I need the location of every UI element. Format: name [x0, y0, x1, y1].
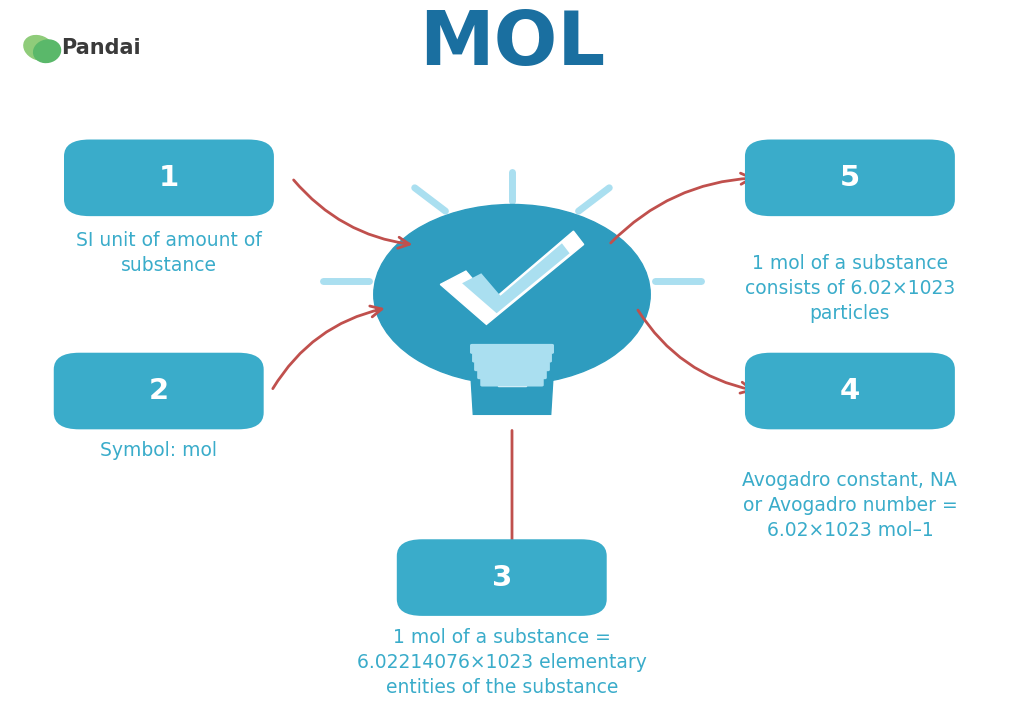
Text: 1 mol of a substance =
6.02214076×1023 elementary
entities of the substance: 1 mol of a substance = 6.02214076×1023 e…	[356, 627, 647, 696]
Text: 2: 2	[148, 377, 169, 405]
Ellipse shape	[24, 36, 54, 61]
Text: 1: 1	[159, 164, 179, 191]
Text: 4: 4	[840, 377, 860, 405]
Text: Avogadro constant, NA
or Avogadro number =
6.02×1023 mol–1: Avogadro constant, NA or Avogadro number…	[742, 471, 957, 540]
FancyBboxPatch shape	[744, 353, 954, 429]
Polygon shape	[498, 377, 526, 386]
FancyBboxPatch shape	[472, 353, 552, 363]
FancyBboxPatch shape	[53, 353, 264, 429]
Text: SI unit of amount of
substance: SI unit of amount of substance	[76, 231, 262, 275]
FancyBboxPatch shape	[396, 539, 606, 616]
Ellipse shape	[34, 40, 60, 63]
FancyBboxPatch shape	[63, 139, 274, 216]
Text: 3: 3	[492, 564, 512, 591]
FancyBboxPatch shape	[744, 139, 954, 216]
FancyBboxPatch shape	[480, 377, 544, 386]
Circle shape	[374, 204, 650, 384]
FancyBboxPatch shape	[474, 361, 550, 371]
FancyBboxPatch shape	[477, 369, 547, 379]
Polygon shape	[382, 325, 642, 415]
Polygon shape	[440, 231, 584, 325]
Text: Pandai: Pandai	[61, 38, 141, 58]
Text: MOL: MOL	[419, 8, 605, 81]
Text: 5: 5	[840, 164, 860, 191]
FancyBboxPatch shape	[470, 344, 554, 354]
Text: Symbol: mol: Symbol: mol	[100, 441, 217, 460]
Polygon shape	[462, 244, 569, 313]
Text: 1 mol of a substance
consists of 6.02×1023
particles: 1 mol of a substance consists of 6.02×10…	[744, 254, 955, 323]
